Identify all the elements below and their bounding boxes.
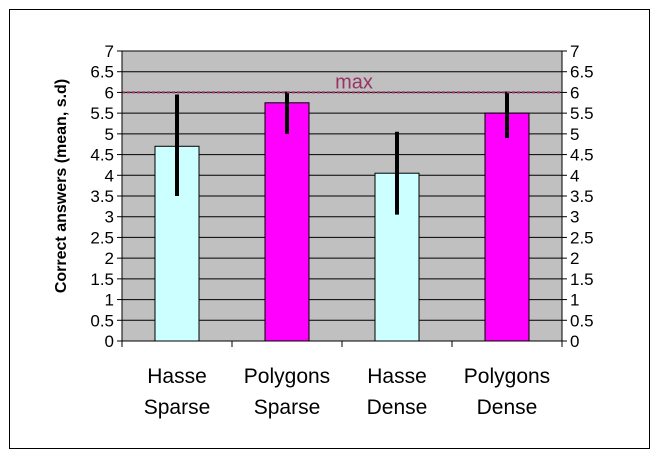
category-label: Hasse: [147, 365, 207, 388]
y-tick-label-right: 3.5: [570, 187, 594, 206]
y-tick-label-left: 1: [105, 291, 114, 310]
category-label: Hasse: [367, 365, 427, 388]
category-label: Sparse: [144, 396, 211, 419]
y-tick-label-left: 6.5: [90, 63, 114, 82]
max-label: max: [335, 71, 373, 93]
y-tick-label-left: 5.5: [90, 104, 114, 123]
category-label: Sparse: [254, 396, 321, 419]
category-label: Dense: [477, 396, 538, 419]
y-tick-label-right: 5: [570, 125, 579, 144]
category-label: Polygons: [464, 365, 550, 388]
left-tick-labels: 0 0.51 1.5 2 2.53 3.5 44.5 5 5.5 66.5 7: [90, 42, 114, 351]
category-labels: Hasse Sparse Polygons Sparse Hasse Dense Polyg…: [144, 365, 550, 419]
bar: [484, 112, 530, 342]
y-tick-label-left: 3: [105, 208, 114, 227]
error-bars: [175, 91, 509, 215]
y-tick-label-left: 5: [105, 125, 114, 144]
y-tick-label-right: 4: [570, 166, 579, 185]
y-tick-label-right: 6: [570, 83, 579, 102]
y-tick-label-right: 0: [570, 332, 579, 351]
y-tick-label-left: 6: [105, 83, 114, 102]
y-tick-label-left: 4.5: [90, 146, 114, 165]
y-tick-label-right: 4.5: [570, 146, 594, 165]
bar: [264, 102, 310, 342]
y-tick-label-left: 0.5: [90, 311, 114, 330]
axes: [117, 50, 567, 347]
bars: [154, 102, 530, 342]
y-tick-label-left: 2.5: [90, 228, 114, 247]
y-tick-label-left: 4: [105, 166, 114, 185]
y-tick-label-right: 1: [570, 291, 579, 310]
y-tick-label-right: 2.5: [570, 228, 594, 247]
y-tick-label-left: 0: [105, 332, 114, 351]
y-tick-label-right: 7: [570, 42, 579, 61]
y-tick-label-right: 2: [570, 249, 579, 268]
y-tick-label-right: 3: [570, 208, 579, 227]
y-axis-label: Correct answers (mean, s.d): [53, 79, 70, 293]
y-tick-label-left: 3.5: [90, 187, 114, 206]
category-label: Polygons: [244, 365, 330, 388]
y-tick-label-right: 0.5: [570, 311, 594, 330]
y-tick-label-right: 1.5: [570, 270, 594, 289]
right-tick-labels: 0 0.51 1.5 2 2.53 3.5 44.5 5 5.5 66.5 7: [570, 42, 594, 351]
category-label: Dense: [367, 396, 428, 419]
y-tick-label-left: 7: [105, 42, 114, 61]
y-tick-label-left: 1.5: [90, 270, 114, 289]
y-tick-label-right: 5.5: [570, 104, 594, 123]
y-tick-label-left: 2: [105, 249, 114, 268]
y-tick-label-right: 6.5: [570, 63, 594, 82]
